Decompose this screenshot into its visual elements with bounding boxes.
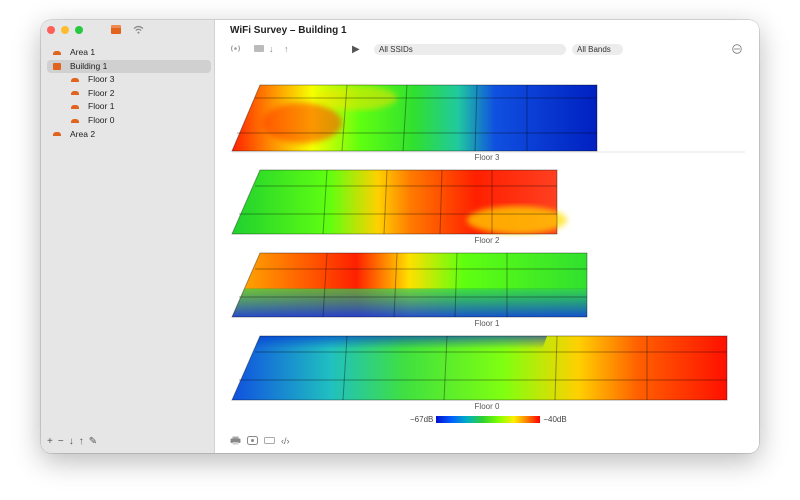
- floor-label: Floor 0: [474, 402, 500, 411]
- floor-2-heatmap[interactable]: [227, 168, 747, 238]
- floor-icon: [71, 104, 79, 109]
- print-icon[interactable]: [230, 436, 241, 447]
- sidebar-item-label: Floor 0: [88, 115, 115, 125]
- sidebar-item-area-2[interactable]: Area 2: [47, 128, 211, 141]
- move-down-icon[interactable]: ↓: [68, 436, 74, 447]
- toolbar: ↓ ↑ ▶ All SSIDs All Bands: [230, 44, 750, 56]
- sidebar-item-floor-3[interactable]: Floor 3: [47, 73, 229, 86]
- sidebar-item-label: Building 1: [70, 60, 108, 71]
- window-title: WiFi Survey – Building 1: [230, 25, 347, 36]
- sidebar-item-building-1[interactable]: Building 1: [47, 59, 211, 73]
- floor-icon: [71, 118, 79, 123]
- remove-icon[interactable]: −: [57, 436, 64, 447]
- sidebar-item-label: Floor 1: [88, 101, 115, 112]
- sidebar-item-area-1[interactable]: Area 1: [47, 46, 211, 59]
- floor-label: Floor 1: [474, 319, 500, 328]
- floor-label: Floor 2: [474, 236, 500, 245]
- wifi-icon[interactable]: [133, 25, 144, 36]
- minimize-window-button[interactable]: [61, 26, 69, 34]
- signal-legend: −67dB −40dB: [410, 415, 567, 424]
- play-icon[interactable]: ▶: [352, 44, 360, 55]
- legend-max-label: −40dB: [543, 415, 567, 424]
- sidebar-item-floor-0[interactable]: Floor 0: [47, 114, 229, 127]
- sidebar-item-label: Area 1: [70, 47, 96, 57]
- antenna-icon[interactable]: [230, 44, 241, 55]
- arrow-up-icon[interactable]: ↑: [284, 44, 289, 54]
- sidebar-bottom-bar: + − ↓ ↑ ✎: [47, 436, 97, 447]
- area-icon: [53, 132, 61, 137]
- area-icon: [53, 50, 61, 55]
- sidebar-item-label: Area 2: [70, 128, 96, 139]
- move-up-icon[interactable]: ↑: [78, 436, 84, 447]
- floor-0-heatmap[interactable]: [227, 334, 747, 404]
- ssid-filter-select[interactable]: All SSIDs: [374, 44, 566, 55]
- maximize-window-button[interactable]: [75, 26, 83, 34]
- keyboard-icon[interactable]: [264, 436, 275, 447]
- floor-label: Floor 3: [474, 153, 500, 162]
- legend-gradient-bar: [436, 416, 541, 423]
- main-content: WiFi Survey – Building 1 ↓ ↑ ▶ All SSIDs…: [215, 20, 759, 453]
- more-options-icon[interactable]: [732, 44, 742, 56]
- sidebar-item-label: Floor 3: [88, 74, 115, 85]
- main-bottom-bar: ‹/›: [230, 436, 290, 447]
- building-toolbar-icon[interactable]: [254, 44, 264, 55]
- building-icon: [53, 62, 61, 70]
- legend-min-label: −67dB: [410, 415, 434, 424]
- sidebar: Area 1 Building 1 Floor 3 Floor 2 Floor 1 Flo…: [41, 20, 215, 453]
- code-icon[interactable]: ‹/›: [281, 436, 290, 446]
- band-filter-select[interactable]: All Bands: [572, 44, 623, 55]
- edit-icon[interactable]: ✎: [88, 436, 98, 447]
- app-window: Area 1 Building 1 Floor 3 Floor 2 Floor 1 Flo…: [41, 20, 759, 453]
- sidebar-item-floor-1[interactable]: Floor 1: [47, 100, 229, 113]
- floor-icon: [71, 91, 79, 96]
- arrow-down-icon[interactable]: ↓: [269, 44, 274, 54]
- building-icon[interactable]: [111, 25, 121, 36]
- sidebar-item-floor-2[interactable]: Floor 2: [47, 87, 229, 100]
- sidebar-item-label: Floor 2: [88, 87, 115, 98]
- floor-3-heatmap[interactable]: [227, 83, 747, 155]
- add-icon[interactable]: +: [47, 436, 53, 447]
- close-window-button[interactable]: [47, 26, 55, 34]
- radio-icon[interactable]: [247, 436, 258, 447]
- floor-1-heatmap[interactable]: [227, 251, 747, 321]
- floor-icon: [71, 77, 79, 82]
